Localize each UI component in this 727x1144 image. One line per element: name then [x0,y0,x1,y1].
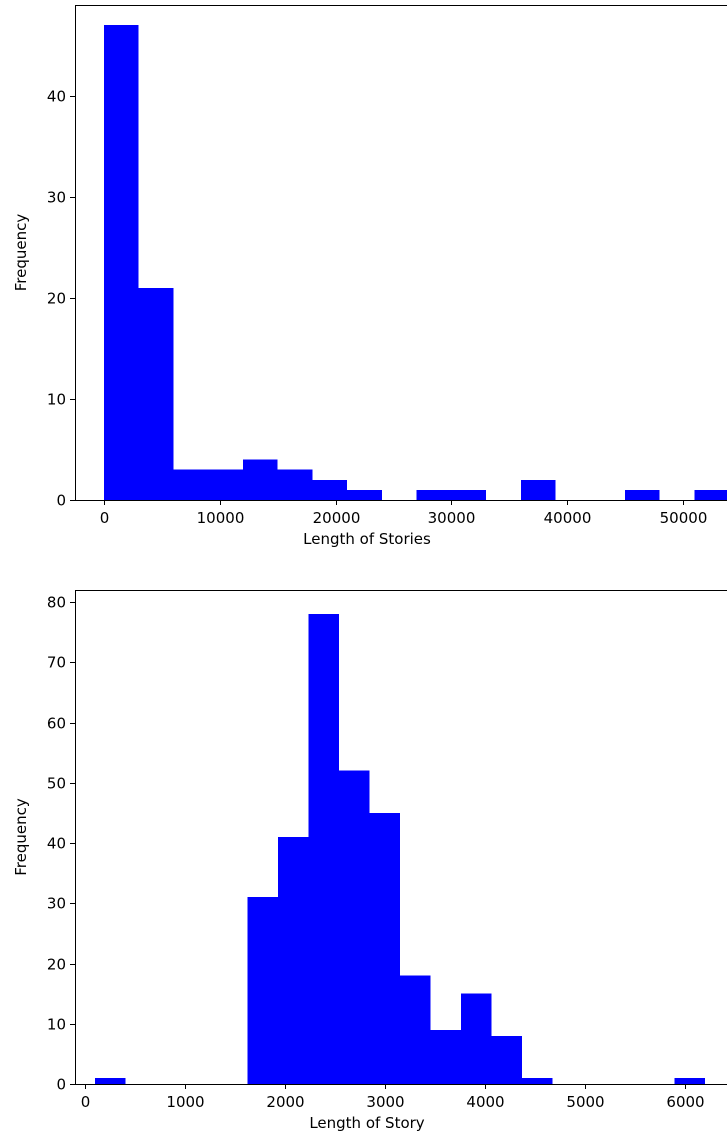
x-axis-label: Length of Stories [303,530,431,548]
histogram-bar [461,993,492,1084]
plot-frame [75,5,727,501]
x-tick-label: 3000 [366,1093,404,1111]
x-axis-label: Length of Story [309,1114,424,1132]
x-tick-label: 1000 [166,1093,204,1111]
histogram-bar [430,1029,461,1084]
histogram-bar [694,489,727,500]
histogram-bar [247,897,278,1084]
y-tick-label: 20 [47,956,66,974]
histogram-bar [103,25,139,500]
histogram-bar [242,459,278,500]
histogram-bar [277,469,313,500]
x-tick-label: 2000 [266,1093,304,1111]
histogram-bar [347,489,382,500]
y-tick-label: 50 [47,775,66,793]
x-axis-ticks: 0 10000 20000 30000 40000 50000 [100,500,708,527]
histogram-bar [416,489,452,500]
histogram-bar [138,287,174,500]
x-tick-label: 0 [81,1093,91,1111]
histogram-bar [400,975,431,1084]
y-tick-label: 80 [47,594,66,612]
histogram-bar [308,614,339,1084]
x-tick-label: 20000 [313,509,361,527]
x-tick-label: 4000 [466,1093,504,1111]
histogram-bar [208,469,243,500]
y-axis-ticks: 0 10 20 30 40 50 60 70 80 [47,594,75,1094]
bars-group [103,25,727,500]
x-tick-label: 0 [100,509,110,527]
histogram-bar [278,837,309,1084]
y-tick-label: 30 [47,895,66,913]
x-tick-label: 6000 [666,1093,704,1111]
y-axis-label: Frequency [12,214,30,292]
histogram-bar [173,469,209,500]
y-tick-label: 20 [47,290,66,308]
histogram-bar [625,489,660,500]
plot-frame [75,590,727,1085]
y-axis-ticks: 0 10 20 30 40 [47,88,75,510]
bars-group [95,614,705,1084]
histogram-bar [451,489,487,500]
stories-length-histogram: 0 10000 20000 30000 40000 50000 0 10 20 30 40 Len… [12,5,727,548]
story-length-histogram: 0 1000 2000 3000 4000 5000 6000 0 10 20 30 40 50 60 7… [12,590,727,1132]
histogram-bar [491,1035,522,1084]
histogram-bar [369,812,400,1084]
y-tick-label: 0 [56,492,66,510]
histogram-bar [522,1077,553,1084]
histogram-bar [674,1077,705,1084]
histogram-bar [95,1077,126,1084]
y-tick-label: 0 [56,1076,66,1094]
y-tick-label: 60 [47,715,66,733]
x-tick-label: 10000 [197,509,245,527]
y-tick-label: 40 [47,835,66,853]
x-tick-label: 5000 [566,1093,604,1111]
y-tick-label: 40 [47,88,66,106]
x-tick-label: 40000 [544,509,592,527]
y-tick-label: 30 [47,189,66,207]
x-tick-label: 30000 [428,509,476,527]
y-tick-label: 10 [47,391,66,409]
y-axis-label: Frequency [12,798,30,876]
x-axis-ticks: 0 1000 2000 3000 4000 5000 6000 [81,1084,705,1111]
histogram-bar [520,479,556,500]
y-tick-label: 70 [47,654,66,672]
histogram-bar [312,479,348,500]
x-tick-label: 50000 [660,509,708,527]
histogram-bar [339,770,370,1084]
y-tick-label: 10 [47,1016,66,1034]
